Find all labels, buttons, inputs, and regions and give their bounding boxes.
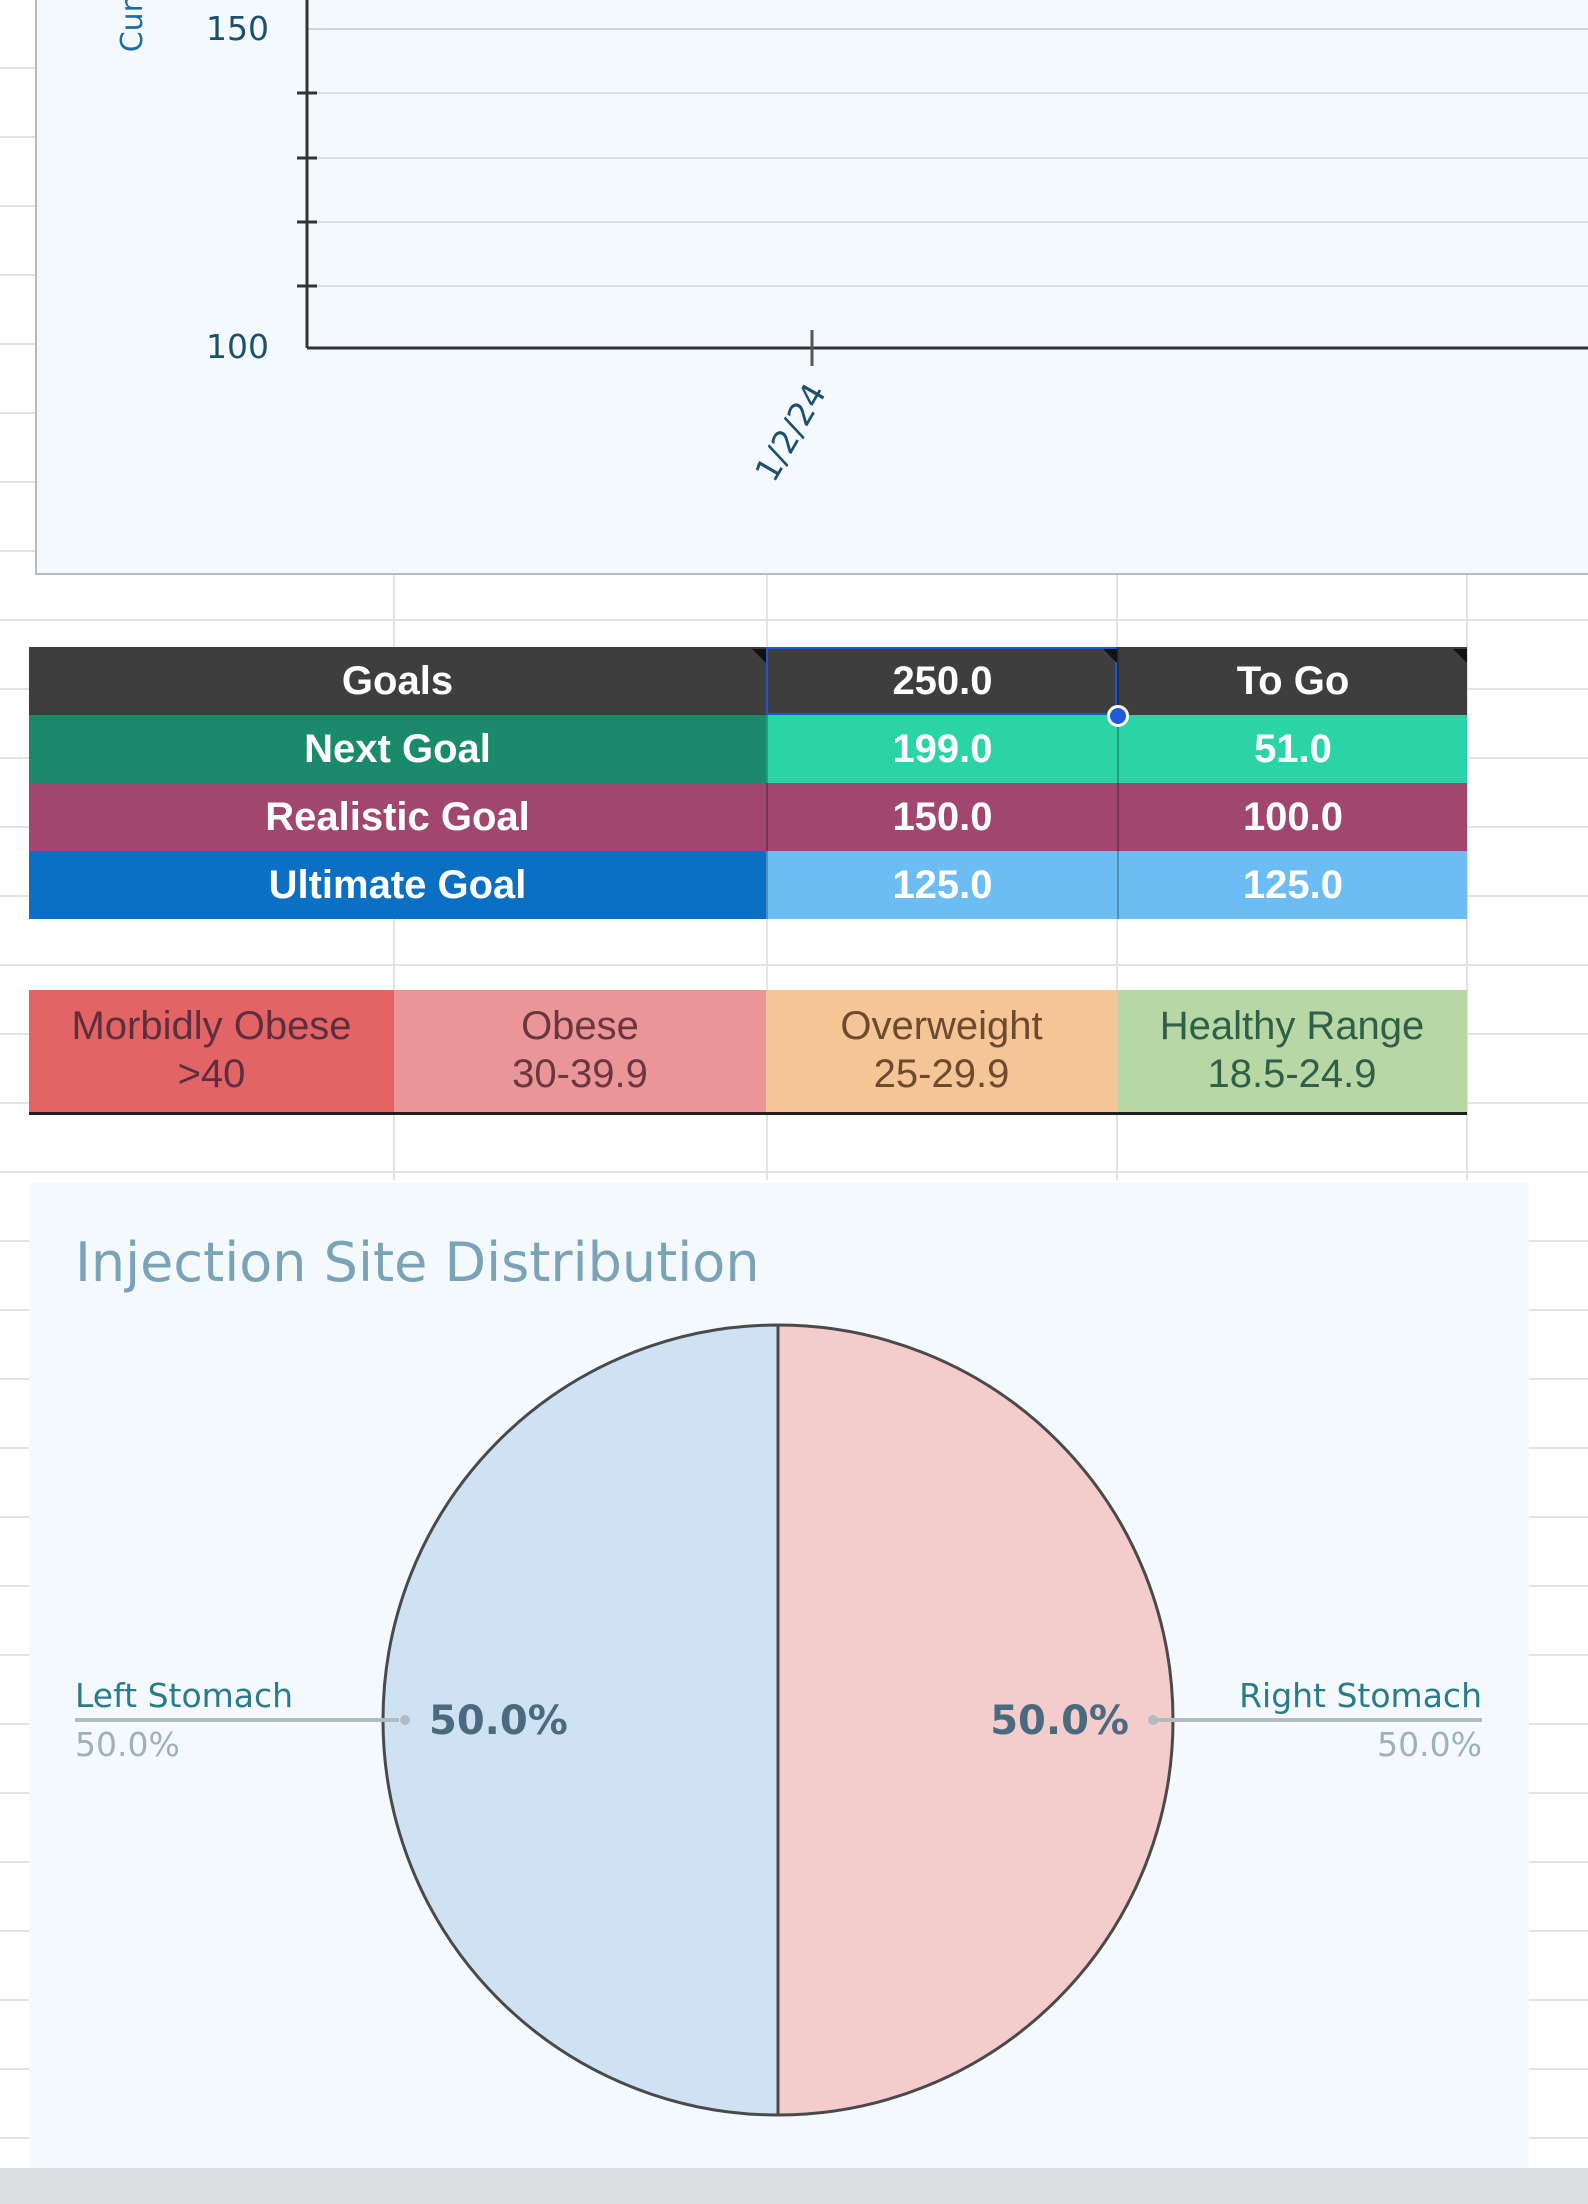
bmi-category-morbidly-obese[interactable]: Morbidly Obese >40 [29,990,394,1112]
goal-value[interactable]: 199.0 [766,715,1117,783]
goals-header-label[interactable]: Goals [341,659,454,703]
goals-to-go-header[interactable]: To Go [1117,647,1467,715]
bmi-category-range: 18.5-24.9 [1207,1052,1377,1096]
bmi-category-overweight[interactable]: Overweight 25-29.9 [766,990,1117,1112]
slice-label-right-stomach: Right Stomach [1239,1676,1482,1715]
goal-label[interactable]: Realistic Goal [29,783,766,851]
goals-header-row: Goals 250.0 To Go [29,647,1467,715]
chart-title: Injection Site Distribution [75,1231,760,1294]
note-indicator [1453,649,1467,663]
bmi-category-name: Morbidly Obese [71,1004,352,1048]
gridlines [307,28,1588,287]
pie-plot: Left Stomach 50.0% Right Stomach 50.0% 5… [75,1323,1482,2117]
slice-sub-left-stomach: 50.0% [75,1725,180,1764]
goal-row-ultimate: Ultimate Goal 125.0 125.0 [29,851,1467,919]
horizontal-scrollbar[interactable] [0,2168,1588,2204]
left-leader-dot [400,1715,410,1725]
goal-value[interactable]: 125.0 [766,851,1117,919]
goal-to-go[interactable]: 51.0 [1117,715,1467,783]
goal-label[interactable]: Ultimate Goal [29,851,766,919]
bmi-category-name: Obese [521,1004,639,1048]
y-axis-ticks [297,91,317,288]
bmi-category-range: 30-39.9 [512,1052,648,1096]
slice-sub-right-stomach: 50.0% [1377,1725,1482,1764]
right-leader-dot [1148,1715,1158,1725]
goal-to-go[interactable]: 125.0 [1117,851,1467,919]
goals-start-weight-cell[interactable]: 250.0 [766,647,1117,715]
note-indicator [752,649,766,663]
slice-percent-right: 50.0% [990,1698,1129,1744]
bmi-category-name: Healthy Range [1159,1004,1425,1048]
weight-chart[interactable]: 150 100 1/2/24 Cur [35,0,1588,575]
injection-site-chart[interactable]: Injection Site Distribution Left Stomach… [29,1183,1529,2168]
bmi-ranges-row: Morbidly Obese >40 Obese 30-39.9 Overwei… [29,990,1467,1115]
bmi-category-range: 25-29.9 [873,1052,1010,1096]
bmi-category-name: Overweight [840,1004,1043,1048]
slice-label-left-stomach: Left Stomach [75,1676,293,1715]
weight-chart-plot: 150 100 1/2/24 Cur [115,0,1588,488]
bmi-category-healthy-range[interactable]: Healthy Range 18.5-24.9 [1117,990,1467,1112]
x-tick-label: 1/2/24 [747,377,834,488]
goal-row-realistic: Realistic Goal 150.0 100.0 [29,783,1467,851]
y-tick-label-150: 150 [206,9,269,48]
pie-slices [381,1323,1175,2117]
goal-value[interactable]: 150.0 [766,783,1117,851]
y-tick-label-100: 100 [206,327,269,366]
slice-percent-left: 50.0% [429,1698,568,1744]
goal-to-go[interactable]: 100.0 [1117,783,1467,851]
goal-label[interactable]: Next Goal [29,715,766,783]
column-gridline [1466,575,1468,1180]
goal-row-next: Next Goal 199.0 51.0 [29,715,1467,783]
bmi-category-obese[interactable]: Obese 30-39.9 [394,990,766,1112]
note-indicator [1103,649,1117,663]
bmi-category-range: >40 [177,1052,246,1096]
selection-fill-handle[interactable] [1107,705,1129,727]
y-axis-title: Cur [115,0,150,52]
